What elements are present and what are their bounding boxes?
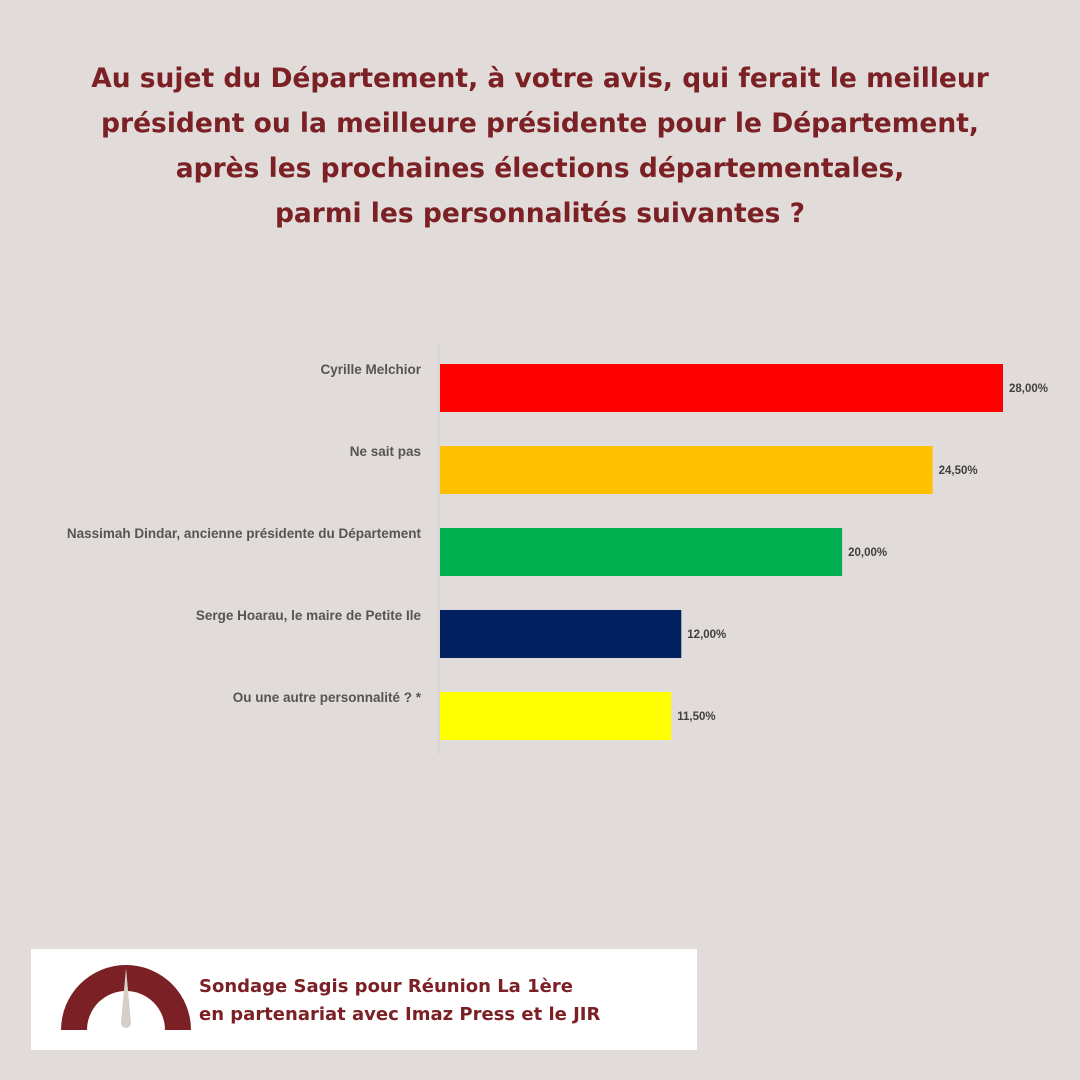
- footer-banner: Sondage Sagis pour Réunion La 1ère en pa…: [31, 949, 697, 1050]
- title-line-2: président ou la meilleure présidente pou…: [101, 108, 979, 139]
- footer-line-1: Sondage Sagis pour Réunion La 1ère: [199, 976, 573, 997]
- title-line-1: Au sujet du Département, à votre avis, q…: [91, 63, 989, 94]
- gauge-icon: [61, 965, 191, 1030]
- category-label: Cyrille Melchior: [320, 362, 421, 377]
- chart-marks: Cyrille Melchior 28,00% Ne sait pas 24,50% N…: [67, 344, 1048, 754]
- data-label: 12,00%: [687, 629, 726, 641]
- category-label: Serge Hoarau, le maire de Petite Ile: [196, 608, 422, 623]
- bar-chart: Cyrille Melchior 28,00% Ne sait pas 24,50% N…: [67, 344, 1048, 754]
- gauge-arc: [61, 965, 191, 1030]
- category-label: Nassimah Dindar, ancienne présidente du …: [67, 526, 422, 541]
- bar: [440, 610, 682, 658]
- footer-credit: Sondage Sagis pour Réunion La 1ère en pa…: [199, 973, 600, 1029]
- category-label: Ou une autre personnalité ? *: [233, 690, 422, 705]
- bar: [440, 364, 1003, 412]
- data-label: 11,50%: [677, 711, 715, 723]
- data-label: 20,00%: [848, 547, 887, 559]
- title-line-3: après les prochaines élections départeme…: [175, 153, 905, 184]
- title-line-4: parmi les personnalités suivantes ?: [274, 198, 806, 229]
- data-label: 24,50%: [939, 465, 978, 477]
- bar: [440, 528, 843, 576]
- bar: [440, 446, 933, 494]
- chart-title: Au sujet du Département, à votre avis, q…: [20, 56, 1060, 236]
- category-label: Ne sait pas: [350, 444, 421, 459]
- bar: [440, 692, 672, 740]
- data-label: 28,00%: [1009, 383, 1048, 395]
- gauge-needle: [121, 968, 131, 1028]
- footer-line-2: en partenariat avec Imaz Press et le JIR: [199, 1004, 601, 1025]
